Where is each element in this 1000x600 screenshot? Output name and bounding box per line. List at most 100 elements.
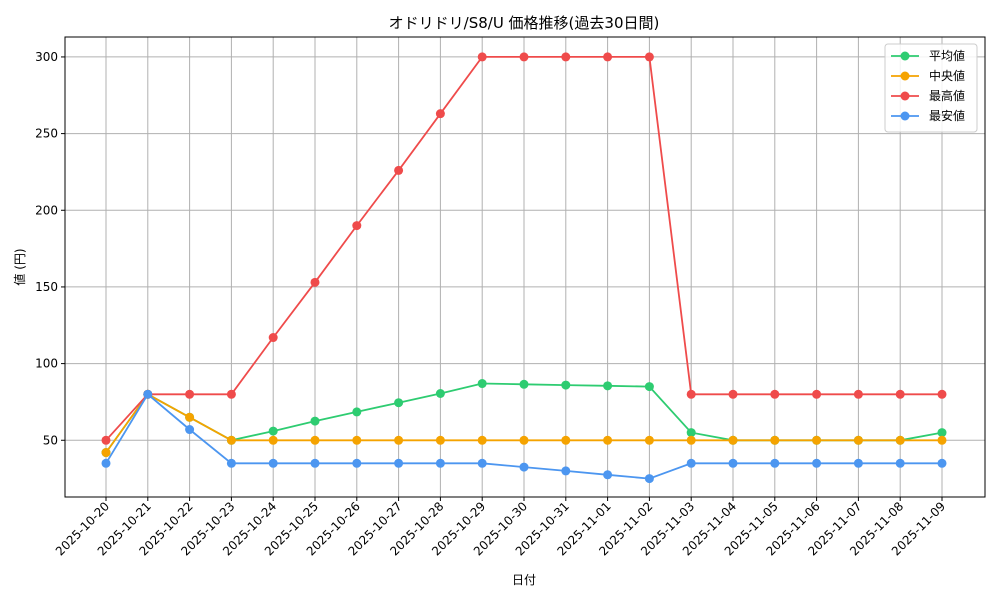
- data-point: [728, 435, 738, 445]
- data-point: [394, 435, 404, 445]
- data-point: [853, 435, 863, 445]
- data-point: [101, 448, 111, 458]
- data-point: [603, 470, 613, 480]
- data-point: [686, 458, 696, 468]
- data-point: [812, 458, 822, 468]
- data-point: [895, 458, 905, 468]
- data-point: [937, 428, 947, 438]
- data-point: [770, 389, 780, 399]
- data-point: [185, 389, 195, 399]
- legend-label: 中央値: [929, 68, 965, 83]
- data-point: [937, 458, 947, 468]
- data-point: [268, 426, 278, 436]
- data-point: [477, 435, 487, 445]
- data-point: [310, 458, 320, 468]
- data-point: [728, 389, 738, 399]
- legend-label: 最安値: [929, 108, 965, 123]
- data-point: [101, 435, 111, 445]
- y-axis-label: 値 (円): [12, 248, 27, 285]
- data-point: [435, 435, 445, 445]
- data-point: [310, 416, 320, 426]
- series-2: [101, 389, 947, 458]
- data-point: [519, 52, 529, 62]
- data-point: [435, 109, 445, 119]
- data-point: [937, 435, 947, 445]
- data-point: [268, 333, 278, 343]
- legend-entry: 中央値: [891, 68, 965, 83]
- data-point: [477, 379, 487, 389]
- y-tick-label: 100: [35, 357, 58, 371]
- data-point: [143, 389, 153, 399]
- legend-swatch-marker: [900, 51, 910, 61]
- legend-entry: 平均値: [891, 48, 965, 63]
- data-point: [644, 52, 654, 62]
- data-point: [226, 389, 236, 399]
- data-point: [435, 389, 445, 398]
- data-point: [352, 407, 362, 417]
- data-point: [812, 389, 822, 399]
- data-point: [352, 458, 362, 468]
- legend-entry: 最安値: [891, 108, 965, 123]
- data-point: [477, 458, 487, 468]
- x-axis-label: 日付: [512, 573, 536, 587]
- data-point: [352, 221, 362, 231]
- legend-swatch-marker: [900, 71, 910, 81]
- data-point: [310, 435, 320, 445]
- data-point: [603, 381, 613, 391]
- chart-title: オドリドリ/S8/U 価格推移(過去30日間): [389, 14, 660, 32]
- legend-label: 最高値: [929, 88, 965, 103]
- data-point: [352, 435, 362, 445]
- data-point: [226, 458, 236, 468]
- y-tick-label: 250: [35, 127, 58, 141]
- legend-box: [884, 43, 978, 133]
- data-point: [561, 466, 571, 476]
- data-point: [268, 435, 278, 445]
- data-point: [561, 380, 571, 390]
- data-point: [185, 425, 195, 435]
- series-layer: [101, 52, 947, 484]
- y-tick-label: 50: [43, 433, 58, 447]
- data-point: [686, 435, 696, 445]
- data-point: [435, 458, 445, 468]
- data-point: [895, 435, 905, 445]
- data-point: [561, 52, 571, 62]
- data-point: [477, 52, 487, 62]
- y-axis: 50 100 150 200 250 300: [35, 50, 65, 447]
- data-point: [519, 435, 529, 445]
- data-point: [185, 412, 195, 422]
- data-point: [686, 428, 696, 438]
- data-point: [519, 379, 529, 389]
- legend-label: 平均値: [929, 48, 965, 63]
- data-point: [101, 458, 111, 468]
- data-point: [853, 389, 863, 399]
- data-point: [644, 382, 654, 392]
- data-point: [310, 277, 320, 287]
- legend-swatch-marker: [900, 91, 910, 101]
- data-point: [268, 458, 278, 468]
- x-axis: 2025-10-202025-10-212025-10-222025-10-23…: [53, 497, 948, 558]
- data-point: [937, 389, 947, 399]
- y-tick-label: 200: [35, 203, 58, 217]
- data-point: [728, 458, 738, 468]
- plot-frame: [64, 36, 986, 498]
- data-point: [519, 462, 529, 472]
- data-point: [770, 458, 780, 468]
- grid-layer: [65, 37, 985, 497]
- legend-entry: 最高値: [891, 88, 965, 103]
- data-point: [603, 52, 613, 62]
- data-point: [853, 458, 863, 468]
- data-point: [644, 474, 654, 484]
- data-point: [603, 435, 613, 445]
- series-4: [101, 389, 947, 484]
- y-tick-label: 150: [35, 280, 58, 294]
- data-point: [394, 458, 404, 468]
- data-point: [561, 435, 571, 445]
- data-point: [812, 435, 822, 445]
- data-point: [770, 435, 780, 445]
- data-point: [686, 389, 696, 399]
- y-tick-label: 300: [35, 50, 58, 64]
- data-point: [394, 398, 404, 408]
- data-point: [644, 435, 654, 445]
